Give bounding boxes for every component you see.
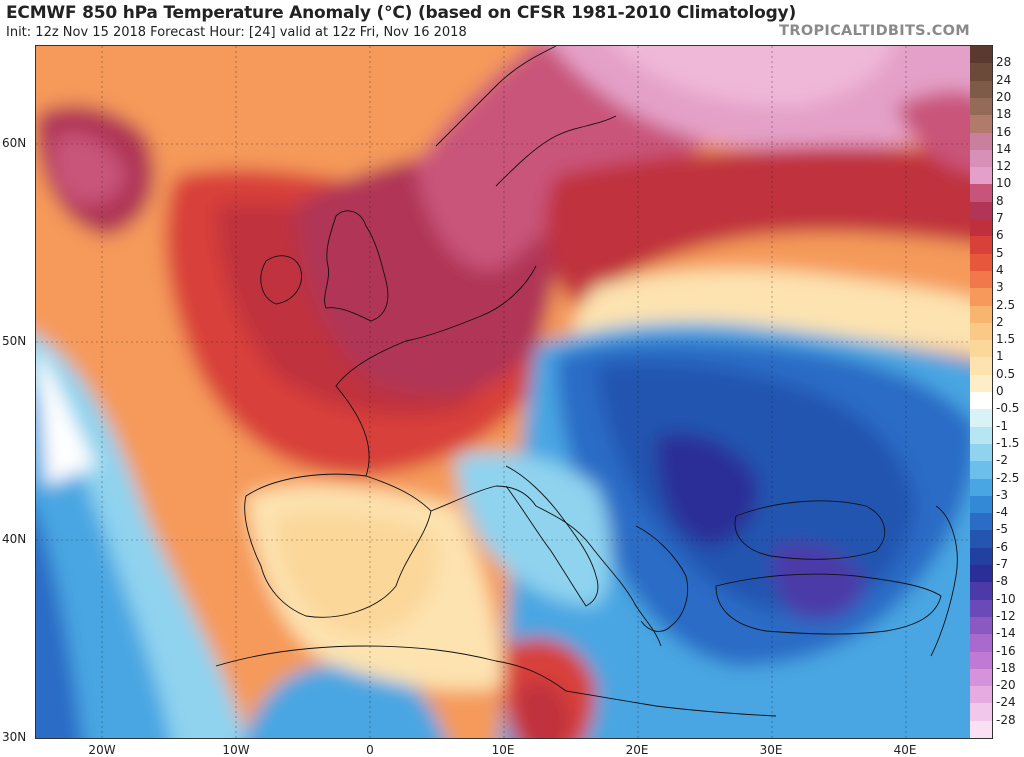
colorbar-label: -14: [996, 626, 1016, 641]
lat-label-30n: 30N: [2, 730, 27, 744]
colorbar-swatch: [970, 634, 992, 652]
colorbar-swatch: [970, 253, 992, 272]
anomaly-map: [35, 45, 971, 739]
colorbar-swatch: [970, 703, 992, 722]
colorbar-label: 18: [996, 107, 1012, 122]
colorbar-label: 28: [996, 55, 1012, 70]
colorbar-label: 3: [996, 280, 1004, 295]
colorbar-label: -16: [996, 643, 1016, 658]
colorbar-label: 2.5: [996, 297, 1016, 312]
colorbar-swatch: [970, 357, 992, 376]
lon-label-40e: 40E: [893, 743, 917, 757]
colorbar-swatch: [970, 582, 992, 601]
colorbar-swatch: [970, 443, 992, 462]
colorbar-label: 0.5: [996, 366, 1016, 381]
colorbar-label: 10: [996, 176, 1012, 191]
colorbar-label: 16: [996, 124, 1012, 139]
colorbar-swatch: [970, 686, 992, 704]
colorbar-swatch: [970, 201, 992, 220]
colorbar-label: 2: [996, 314, 1004, 329]
lon-label-10w: 10W: [222, 743, 250, 757]
colorbar-label: -8: [996, 574, 1008, 589]
colorbar-label: -2.5: [996, 470, 1020, 485]
colorbar-label: 6: [996, 228, 1004, 243]
colorbar-swatch: [970, 461, 992, 479]
colorbar-swatch: [970, 530, 992, 549]
colorbar-label: -0.5: [996, 401, 1020, 416]
lon-label-20w: 20W: [88, 743, 116, 757]
colorbar-swatch: [970, 288, 992, 306]
colorbar-swatch: [970, 426, 992, 445]
colorbar-label: 8: [996, 193, 1004, 208]
brand-watermark: TROPICALTIDBITS.COM: [779, 23, 970, 39]
colorbar-swatch: [970, 322, 992, 341]
lon-label-30e: 30E: [759, 743, 783, 757]
colorbar-swatch: [970, 720, 992, 739]
colorbar-swatch: [970, 651, 992, 670]
colorbar-swatch: [970, 184, 992, 203]
colorbar-swatch: [970, 495, 992, 514]
colorbar-swatch: [970, 599, 992, 618]
lat-label-50n: 50N: [2, 334, 27, 348]
colorbar-label: 7: [996, 211, 1004, 225]
lon-label-10e: 10E: [491, 743, 515, 757]
colorbar-swatch: [970, 149, 992, 168]
colorbar-label: -6: [996, 539, 1008, 554]
map-title: ECMWF 850 hPa Temperature Anomaly (°C) (…: [6, 3, 797, 23]
colorbar-label: 4: [996, 262, 1004, 277]
colorbar-label: 12: [996, 159, 1012, 174]
colorbar-label: -24: [996, 695, 1016, 710]
colorbar-swatch: [970, 305, 992, 324]
lon-label-20e: 20E: [625, 743, 649, 757]
colorbar-swatch: [970, 340, 992, 358]
colorbar-swatch: [970, 236, 992, 255]
lon-label-0: 0: [366, 743, 374, 757]
colorbar-label: -2: [996, 453, 1008, 468]
lat-label-40n: 40N: [2, 532, 27, 546]
colorbar-label: -28: [996, 712, 1016, 727]
colorbar-label: 14: [996, 141, 1012, 156]
colorbar-label: 20: [996, 89, 1012, 104]
colorbar-swatch: [970, 565, 992, 583]
colorbar-swatch: [970, 374, 992, 393]
colorbar-swatch: [970, 668, 992, 687]
colorbar-label: -7: [996, 557, 1008, 571]
colorbar-swatch: [970, 80, 992, 99]
colorbar-label: -18: [996, 660, 1016, 675]
colorbar-swatch: [970, 547, 992, 566]
colorbar-swatch: [970, 97, 992, 116]
colorbar-swatch: [970, 513, 992, 531]
colorbar-swatch: [970, 132, 992, 151]
colorbar-label: -3: [996, 487, 1008, 502]
colorbar-swatch: [970, 219, 992, 237]
colorbar-swatch: [970, 392, 992, 410]
lat-label-60n: 60N: [2, 136, 27, 150]
colorbar-label: -4: [996, 505, 1008, 520]
colorbar-label: -1: [996, 418, 1008, 433]
colorbar-label: -5: [996, 522, 1008, 537]
colorbar-swatch: [970, 616, 992, 635]
colorbar-label: -10: [996, 591, 1016, 606]
anomaly-field: [36, 46, 970, 738]
colorbar-cap: [970, 46, 992, 64]
colorbar-label: 1: [996, 349, 1004, 364]
colorbar-swatch: [970, 63, 992, 82]
colorbar-swatch: [970, 270, 992, 289]
colorbar-label: -1.5: [996, 435, 1020, 450]
colorbar-label: 1.5: [996, 332, 1016, 347]
colorbar-swatch: [970, 167, 992, 185]
colorbar-label: 24: [996, 72, 1012, 87]
colorbar-swatch: [970, 115, 992, 133]
colorbar-label: -12: [996, 608, 1016, 623]
colorbar: [970, 45, 993, 739]
colorbar-swatch: [970, 409, 992, 428]
colorbar-label: 5: [996, 245, 1004, 260]
colorbar-label: 0: [996, 384, 1004, 398]
colorbar-swatch: [970, 478, 992, 497]
colorbar-label: -20: [996, 678, 1016, 693]
forecast-info: Init: 12z Nov 15 2018 Forecast Hour: [24…: [6, 25, 467, 40]
